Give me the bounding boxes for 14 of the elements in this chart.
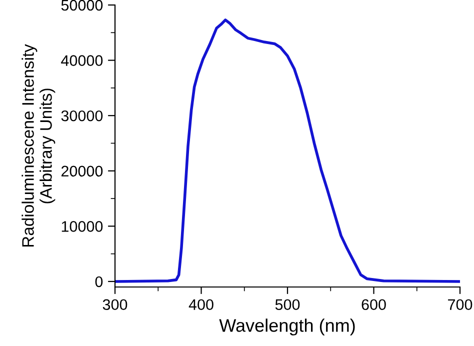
x-axis-title: Wavelength (nm) [219, 318, 355, 336]
y-tick-label: 30000 [61, 110, 103, 122]
line-series [115, 18, 460, 283]
y-tick-label: 0 [95, 276, 103, 288]
x-tick-label: 300 [102, 299, 128, 310]
x-tick-label: 600 [362, 299, 386, 310]
x-tick-label: 500 [275, 299, 300, 310]
y-axis-title: Radioluminescene Intensity (Arbitrary Units) [22, 44, 56, 247]
y-tick-label: 50000 [61, 0, 103, 11]
y-tick-label: 10000 [62, 221, 103, 232]
x-tick-label: 700 [448, 299, 472, 310]
x-tick-label: 400 [188, 299, 214, 310]
y-tick-label: 40000 [61, 55, 103, 66]
y-tick-label: 20000 [61, 166, 103, 177]
